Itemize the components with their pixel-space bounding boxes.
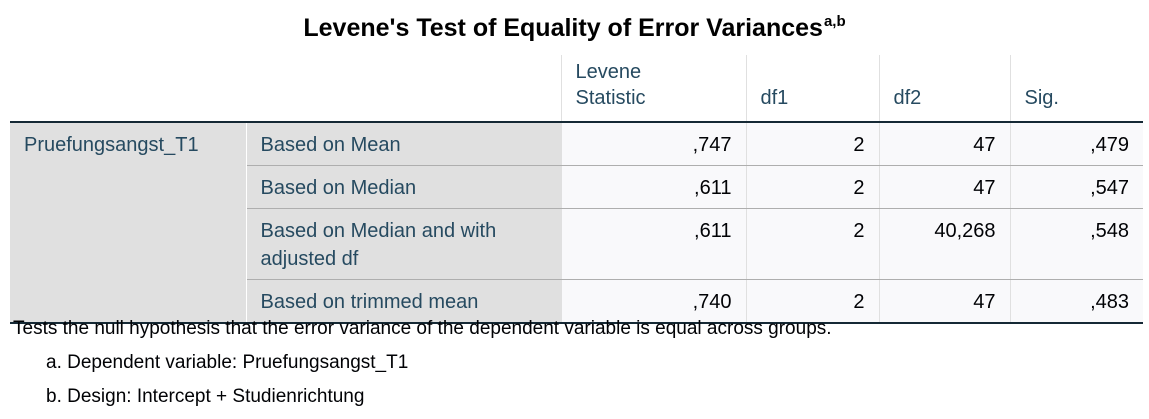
table-row: Pruefungsangst_T1 Based on Mean ,747 2 4…	[10, 122, 1143, 324]
footnote-a: a. Dependent variable: Pruefungsangst_T1	[46, 352, 409, 373]
col-header-levene: Levene Statistic	[560, 55, 746, 123]
col-header-sig: Sig.	[1009, 55, 1143, 123]
row-label: Based on Mean	[246, 122, 561, 166]
cell-df1: 2	[745, 208, 879, 280]
row-group-variable: Pruefungsangst_T1	[10, 122, 247, 324]
table-title: Levene's Test of Equality of Error Varia…	[0, 8, 1149, 48]
cell-levene: ,740	[560, 279, 746, 324]
cell-df1: 2	[745, 122, 879, 166]
levene-table: Levene Statistic df1 df2 Sig. Pruefungsa…	[10, 55, 1143, 324]
cell-levene: ,611	[560, 208, 746, 280]
table-footnotes: Tests the null hypothesis that the error…	[13, 312, 832, 414]
table-row: Based on Median and with adjusted df ,61…	[10, 208, 1143, 280]
cell-levene: ,611	[560, 165, 746, 209]
footnote-b: b. Design: Intercept + Studienrichtung	[46, 386, 365, 407]
cell-sig: ,548	[1009, 208, 1143, 280]
cell-df2: 47	[878, 165, 1010, 209]
row-label: Based on trimmed mean	[246, 279, 561, 324]
footnote-main: Tests the null hypothesis that the error…	[13, 318, 832, 339]
header-corner	[10, 55, 246, 123]
row-label: Based on Median and with adjusted df	[246, 208, 561, 280]
cell-df2: 47	[878, 279, 1010, 324]
col-header-df1: df1	[745, 55, 879, 123]
cell-sig: ,483	[1009, 279, 1143, 324]
table-title-text: Levene's Test of Equality of Error Varia…	[303, 14, 823, 42]
header-corner-2	[246, 55, 561, 123]
title-footnote-markers: a,b	[823, 13, 846, 30]
header-row: Levene Statistic df1 df2 Sig.	[10, 55, 1143, 123]
row-label: Based on Median	[246, 165, 561, 209]
cell-sig: ,547	[1009, 165, 1143, 209]
table-row: Based on trimmed mean ,740 2 47 ,483	[10, 279, 1143, 324]
cell-df1: 2	[745, 165, 879, 209]
cell-df2: 40,268	[878, 208, 1010, 280]
col-header-df2: df2	[878, 55, 1010, 123]
cell-sig: ,479	[1009, 122, 1143, 166]
table-row: Based on Median ,611 2 47 ,547	[10, 165, 1143, 209]
cell-levene: ,747	[560, 122, 746, 166]
cell-df1: 2	[745, 279, 879, 324]
cell-df2: 47	[878, 122, 1010, 166]
